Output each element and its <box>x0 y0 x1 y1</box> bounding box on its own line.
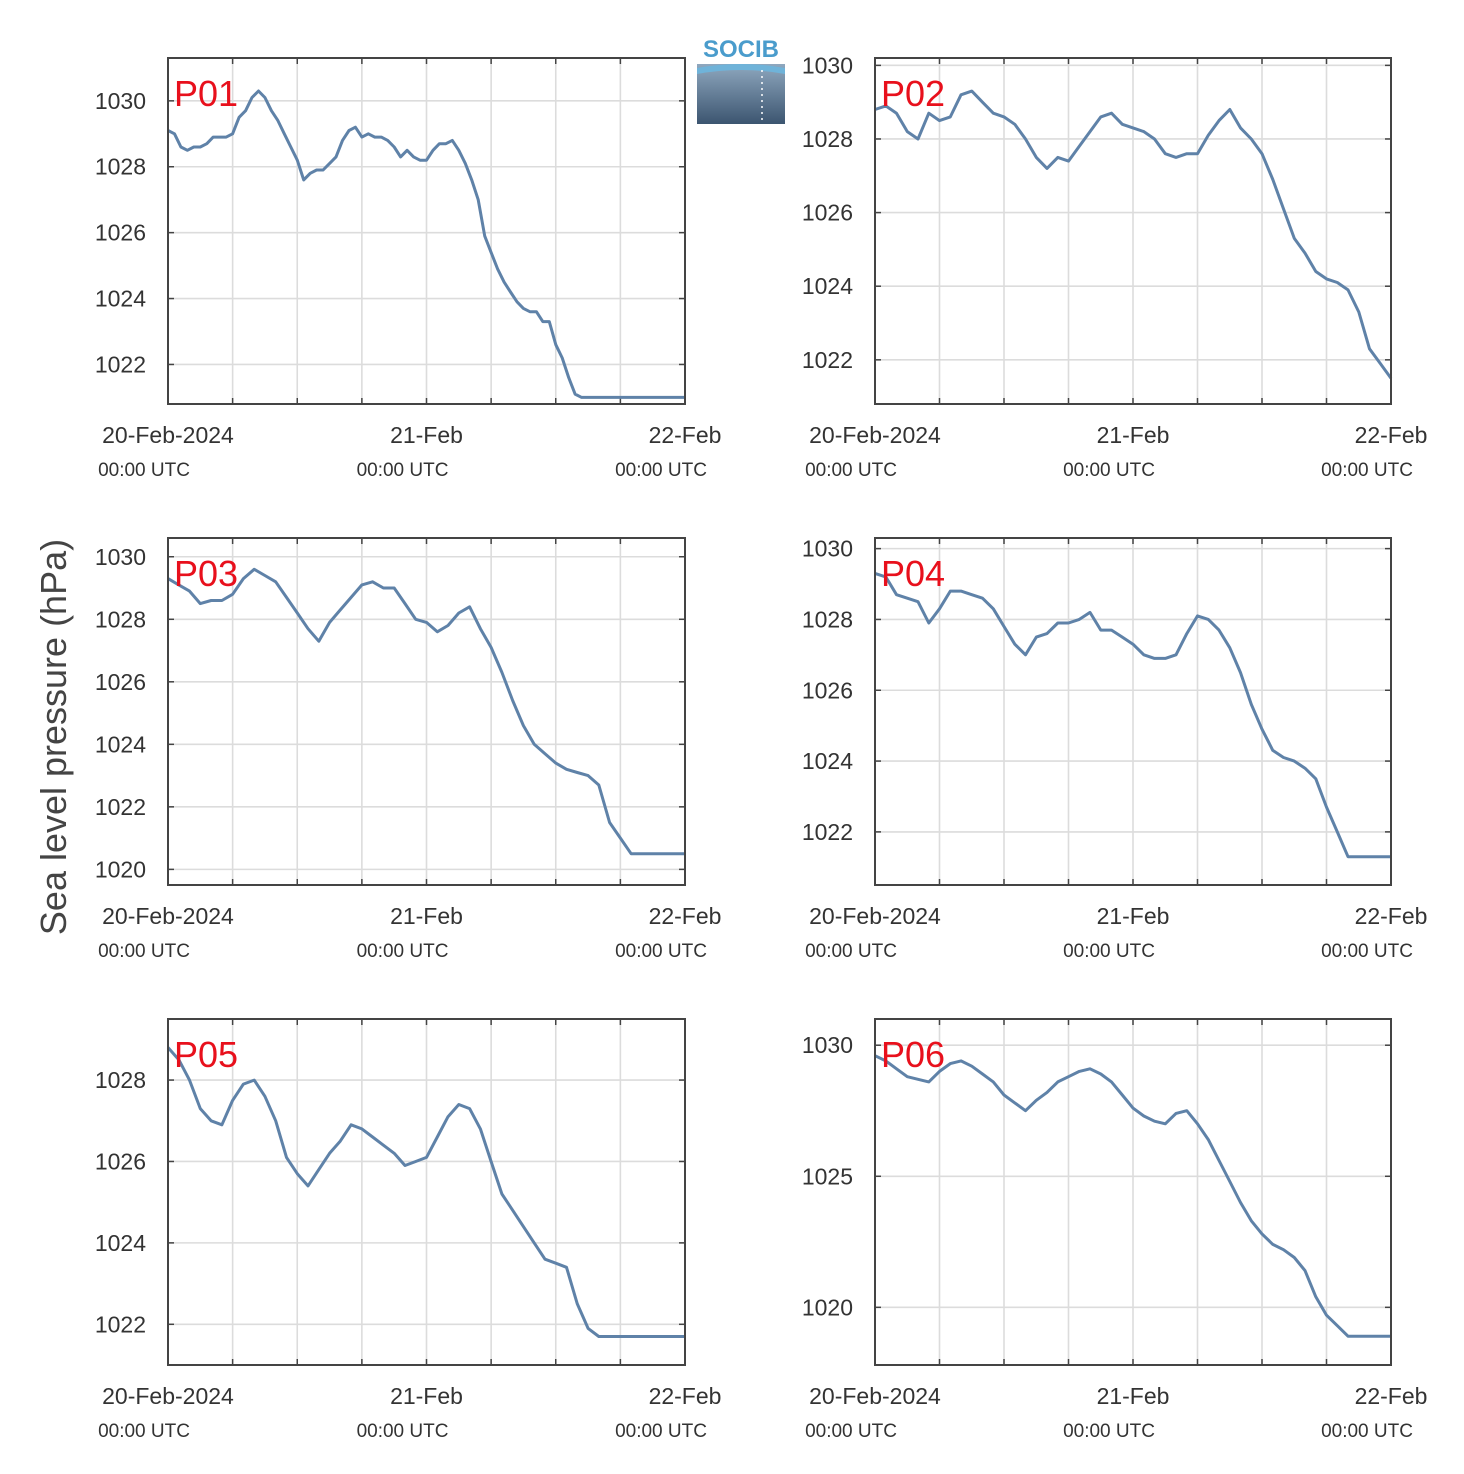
y-tick-label: 1024 <box>802 748 853 774</box>
y-tick-label: 1026 <box>95 220 146 246</box>
x-tick-label: 21-Feb <box>390 903 463 929</box>
y-tick-label: 1024 <box>95 1230 146 1256</box>
y-tick-label: 1026 <box>802 677 853 703</box>
y-tick-label: 1028 <box>95 606 146 632</box>
x-tick-sublabel: 00:00 UTC <box>98 1421 190 1442</box>
chart-panel-p05: 1022 1024 1026 1028 20-Feb-2024 00:00 UTC 21-F… <box>95 1018 722 1442</box>
panel-label: P02 <box>881 73 945 114</box>
y-tick-label: 1030 <box>95 544 146 570</box>
x-tick-sublabel: 00:00 UTC <box>357 460 449 481</box>
plot-frame <box>167 537 686 886</box>
y-tick-label: 1028 <box>95 154 146 180</box>
y-tick-label: 1020 <box>95 856 146 882</box>
series-line <box>874 1054 1391 1338</box>
x-tick-sublabel: 00:00 UTC <box>98 460 190 481</box>
x-tick-sublabel: 00:00 UTC <box>615 1421 707 1442</box>
y-tick-label: 1020 <box>802 1294 853 1320</box>
x-tick-sublabel: 00:00 UTC <box>615 460 707 481</box>
series-line <box>167 89 685 399</box>
chart-panel-p02: 1022 1024 1026 1028 1030 20-Feb-2024 00:00 UTC… <box>802 52 1428 481</box>
panel-label: P01 <box>174 73 238 114</box>
x-tick-label: 21-Feb <box>1097 422 1170 448</box>
y-tick-label: 1028 <box>95 1067 146 1093</box>
plot-frame <box>167 1018 686 1366</box>
x-tick-sublabel: 00:00 UTC <box>98 941 190 962</box>
y-tick-label: 1026 <box>802 200 853 226</box>
x-tick-label: 20-Feb-2024 <box>102 1383 234 1409</box>
series-line <box>166 1046 685 1338</box>
x-tick-sublabel: 00:00 UTC <box>1321 1421 1413 1442</box>
chart-panel-p01: 1022 1024 1026 1028 1030 20-Feb-2024 00:00 UTC… <box>95 57 722 481</box>
panel-label: P06 <box>881 1034 945 1075</box>
plot-frame <box>874 1018 1392 1366</box>
x-tick-label: 20-Feb-2024 <box>809 1383 941 1409</box>
y-tick-label: 1022 <box>95 794 146 820</box>
x-tick-sublabel: 00:00 UTC <box>1321 941 1413 962</box>
y-tick-label: 1025 <box>802 1163 853 1189</box>
y-tick-label: 1030 <box>95 88 146 114</box>
y-tick-label: 1022 <box>95 351 146 377</box>
y-tick-label: 1024 <box>95 731 146 757</box>
y-axis-label: Sea level pressure (hPa) <box>33 539 74 935</box>
x-tick-sublabel: 00:00 UTC <box>805 941 897 962</box>
x-tick-label: 21-Feb <box>1097 903 1170 929</box>
x-tick-label: 20-Feb-2024 <box>102 422 234 448</box>
panel-label: P03 <box>174 553 238 594</box>
x-tick-label: 22-Feb <box>649 422 722 448</box>
y-tick-label: 1022 <box>802 347 853 373</box>
x-tick-label: 22-Feb <box>649 1383 722 1409</box>
x-tick-sublabel: 00:00 UTC <box>357 1421 449 1442</box>
y-tick-label: 1024 <box>802 273 853 299</box>
x-tick-sublabel: 00:00 UTC <box>1321 460 1413 481</box>
y-tick-label: 1030 <box>802 1032 853 1058</box>
plot-frame <box>167 57 686 405</box>
x-tick-sublabel: 00:00 UTC <box>805 460 897 481</box>
chart-panel-p03: 1020 1022 1024 1026 1028 1030 20-Feb-2024 00:00… <box>95 537 722 962</box>
x-tick-sublabel: 00:00 UTC <box>357 941 449 962</box>
plot-frame <box>874 57 1392 405</box>
chart-panel-p06: 1020 1025 1030 20-Feb-2024 00:00 UTC 21-Feb 00… <box>802 1018 1428 1442</box>
y-tick-label: 1022 <box>95 1311 146 1337</box>
series-line <box>874 571 1391 859</box>
x-tick-label: 20-Feb-2024 <box>809 903 941 929</box>
y-tick-label: 1024 <box>95 286 146 312</box>
series-line <box>874 89 1393 380</box>
y-tick-label: 1026 <box>95 1148 146 1174</box>
y-tick-label: 1026 <box>95 669 146 695</box>
x-tick-sublabel: 00:00 UTC <box>1063 941 1155 962</box>
x-tick-sublabel: 00:00 UTC <box>805 1421 897 1442</box>
x-tick-label: 22-Feb <box>649 903 722 929</box>
x-tick-label: 22-Feb <box>1355 422 1428 448</box>
socib-logo: SOCIB <box>697 36 785 124</box>
series-line <box>167 567 685 856</box>
x-tick-label: 20-Feb-2024 <box>102 903 234 929</box>
y-tick-label: 1030 <box>802 536 853 562</box>
chart-panel-p04: 1022 1024 1026 1028 1030 20-Feb-2024 00:00 UTC… <box>802 536 1428 962</box>
x-tick-label: 21-Feb <box>390 422 463 448</box>
x-tick-label: 22-Feb <box>1355 1383 1428 1409</box>
x-tick-sublabel: 00:00 UTC <box>1063 460 1155 481</box>
x-tick-label: 22-Feb <box>1355 903 1428 929</box>
y-tick-label: 1030 <box>802 52 853 78</box>
logo-text: SOCIB <box>703 36 779 63</box>
panel-label: P04 <box>881 553 945 594</box>
x-tick-label: 21-Feb <box>1097 1383 1170 1409</box>
panel-label: P05 <box>174 1034 238 1075</box>
x-tick-label: 20-Feb-2024 <box>809 422 941 448</box>
y-tick-label: 1028 <box>802 126 853 152</box>
x-tick-label: 21-Feb <box>390 1383 463 1409</box>
plot-frame <box>874 537 1392 886</box>
y-tick-label: 1028 <box>802 606 853 632</box>
y-tick-label: 1022 <box>802 819 853 845</box>
x-tick-sublabel: 00:00 UTC <box>615 941 707 962</box>
x-tick-sublabel: 00:00 UTC <box>1063 1421 1155 1442</box>
